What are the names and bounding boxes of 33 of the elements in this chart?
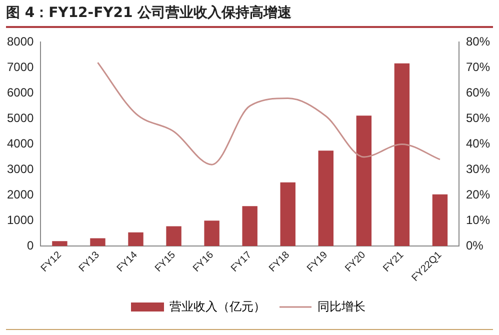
- bar: [90, 238, 106, 246]
- y-tick-label: 4000: [6, 136, 34, 151]
- y-tick-label: 2000: [6, 188, 34, 202]
- y2-tick-label: 20%: [466, 188, 490, 202]
- bar: [166, 226, 182, 246]
- y-tick-label: 0: [27, 238, 34, 252]
- y-tick-label: 3000: [6, 162, 34, 176]
- y2-tick-label: 50%: [466, 111, 490, 126]
- y2-tick-label: 30%: [466, 162, 490, 176]
- y2-tick-label: 70%: [466, 60, 490, 74]
- bar: [204, 220, 220, 246]
- y-tick-label: 6000: [6, 86, 34, 100]
- y2-tick-label: 10%: [466, 212, 490, 227]
- bar: [128, 232, 144, 246]
- legend-label: 同比增长: [318, 299, 366, 314]
- bar: [280, 182, 296, 246]
- y-tick-label: 7000: [6, 60, 34, 74]
- bar: [242, 206, 258, 246]
- y2-tick-label: 40%: [466, 136, 490, 151]
- y2-tick-label: 0%: [466, 238, 484, 252]
- bar: [52, 241, 68, 246]
- y2-tick-label: 60%: [466, 86, 490, 100]
- bar: [318, 150, 334, 246]
- y-tick-label: 5000: [6, 111, 34, 126]
- y-tick-label: 1000: [6, 212, 34, 227]
- bar: [356, 116, 372, 246]
- y-tick-label: 8000: [6, 34, 34, 49]
- bar: [432, 194, 448, 246]
- legend-label: 营业收入（亿元）: [170, 299, 266, 314]
- line-series: [96, 62, 441, 166]
- bar: [394, 63, 410, 246]
- y2-tick-label: 80%: [466, 34, 490, 49]
- chart-title: 图 4：FY12-FY21 公司营业收入保持高增速: [6, 4, 292, 22]
